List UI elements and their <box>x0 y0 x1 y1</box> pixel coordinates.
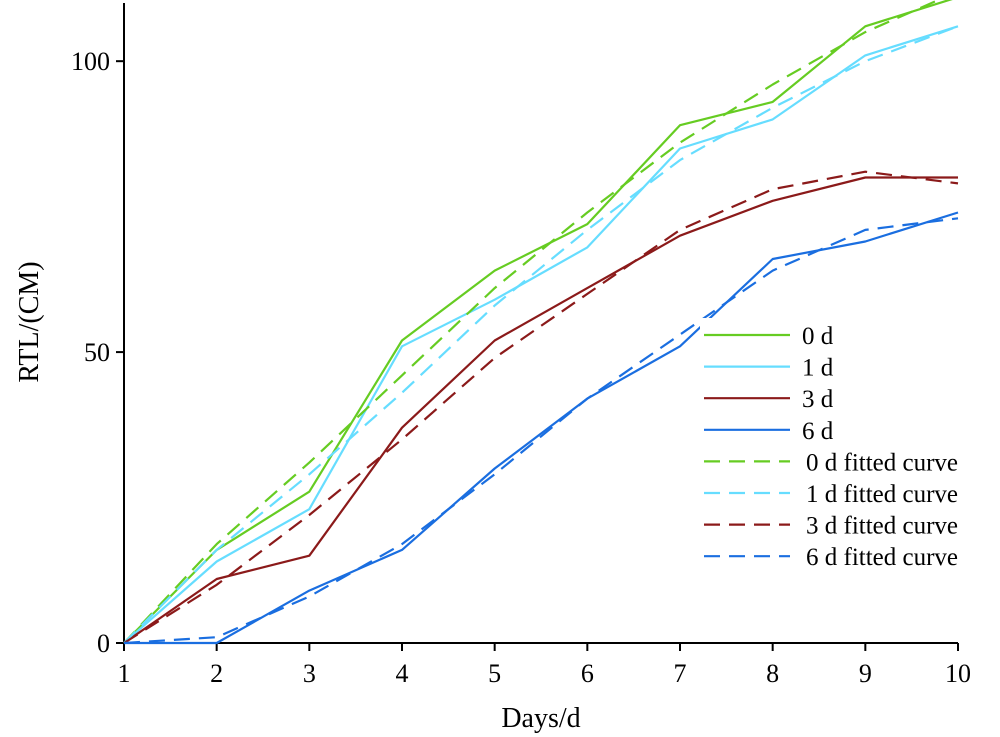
series-line-7 <box>123 217 959 645</box>
series-line-5 <box>123 25 959 644</box>
axes <box>123 3 958 644</box>
legend-label-1: 1 d <box>802 355 834 382</box>
series-line-2 <box>123 176 958 644</box>
x-axis-label: Days/d <box>501 703 580 734</box>
x-tick-label: 3 <box>303 659 316 688</box>
legend-background <box>700 318 998 618</box>
x-tick-label: 7 <box>674 659 687 688</box>
legend-label-0: 0 d <box>802 323 834 350</box>
x-tick-label: 6 <box>581 659 594 688</box>
y-tick-label: 0 <box>97 629 110 658</box>
x-tick-label: 5 <box>488 659 501 688</box>
legend-label-3: 6 d <box>802 418 834 445</box>
x-tick-label: 9 <box>859 659 872 688</box>
series-lines <box>123 0 959 645</box>
series-line-4 <box>123 0 942 644</box>
x-ticks: 1 2 3 4 5 6 7 8 9 10 <box>118 643 971 688</box>
series-line-0 <box>123 0 953 644</box>
legend-label-7: 6 d fitted curve <box>806 544 958 571</box>
y-axis-label: RTL/(CM) <box>14 261 45 382</box>
y-ticks: 0 50 100 <box>71 47 124 658</box>
legend-label-2: 3 d <box>802 386 834 413</box>
legend: 0 d 1 d 3 d 6 d 0 d fitted curve 1 d fitted c… <box>700 318 998 618</box>
legend-label-5: 1 d fitted curve <box>806 481 958 508</box>
y-tick-label: 50 <box>84 338 110 367</box>
y-tick-label: 100 <box>71 47 110 76</box>
x-tick-label: 10 <box>945 659 971 688</box>
x-tick-label: 1 <box>118 659 131 688</box>
x-tick-label: 4 <box>396 659 409 688</box>
x-tick-label: 8 <box>766 659 779 688</box>
legend-label-4: 0 d fitted curve <box>806 449 958 476</box>
x-tick-label: 2 <box>210 659 223 688</box>
series-line-1 <box>123 25 959 644</box>
legend-label-6: 3 d fitted curve <box>806 513 958 540</box>
